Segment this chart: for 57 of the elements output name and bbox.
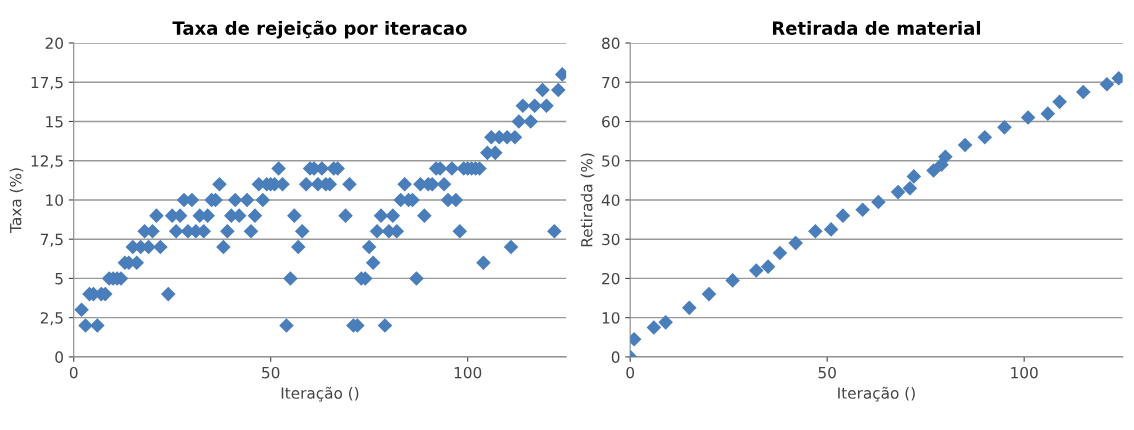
point [926, 163, 941, 178]
y-tick-label: 50 [602, 155, 620, 167]
y-tick-label: 7,5 [40, 233, 63, 247]
y-axis-title: Taxa (%) [9, 168, 24, 233]
chart-title: Retirada de material [772, 20, 981, 35]
point [902, 180, 918, 196]
point [808, 224, 823, 239]
y-tick-label: 80 [602, 37, 620, 50]
y-tick-label: 30 [602, 233, 620, 246]
y-tick-label: 17,5 [31, 76, 63, 90]
y-tick-label: 70 [602, 76, 620, 89]
point [1099, 76, 1115, 92]
point [855, 202, 870, 218]
point [1020, 110, 1036, 125]
point [1052, 94, 1067, 110]
x-axis-title: Iteração () [281, 386, 359, 402]
x-tick-label: 0 [69, 366, 78, 379]
x-tick-label: 100 [1011, 366, 1038, 379]
y-tick-label: 20 [45, 37, 63, 50]
y-tick-label: 10 [602, 312, 620, 324]
point [977, 129, 993, 145]
point [871, 194, 886, 210]
y-axis-title: Retirada (%) [580, 153, 595, 247]
y-tick-label: 60 [602, 115, 620, 128]
y-tick-label: 0 [55, 351, 63, 363]
point [725, 273, 740, 288]
x-tick-label: 50 [262, 366, 280, 379]
point [658, 315, 673, 330]
y-tick-label: 10 [46, 194, 63, 206]
point [997, 120, 1012, 135]
point [823, 222, 839, 237]
point [1075, 84, 1091, 100]
y-tick-label: 20 [602, 272, 620, 285]
point [748, 263, 764, 278]
point [682, 300, 697, 316]
y-tick-label: 15 [46, 116, 63, 128]
point [890, 184, 906, 200]
point [788, 235, 803, 251]
x-tick-label: 0 [626, 366, 635, 379]
point [760, 259, 776, 274]
x-axis-title: Iteração () [838, 386, 915, 402]
y-tick-label: 2,5 [40, 312, 63, 326]
y-tick-label: 0 [611, 351, 620, 363]
y-tick-label: 40 [601, 194, 620, 206]
point [1040, 106, 1056, 121]
x-tick-label: 100 [454, 366, 482, 379]
y-tick-label: 5 [55, 273, 63, 285]
point [957, 137, 973, 153]
point [938, 149, 953, 165]
point [772, 245, 788, 261]
x-tick-label: 50 [818, 366, 836, 379]
point [701, 286, 717, 302]
y-tick-label: 12,5 [31, 155, 63, 169]
point [835, 208, 851, 223]
point [646, 320, 662, 335]
point [906, 169, 922, 184]
chart-title: Taxa de rejeição por iteracao [172, 20, 467, 39]
